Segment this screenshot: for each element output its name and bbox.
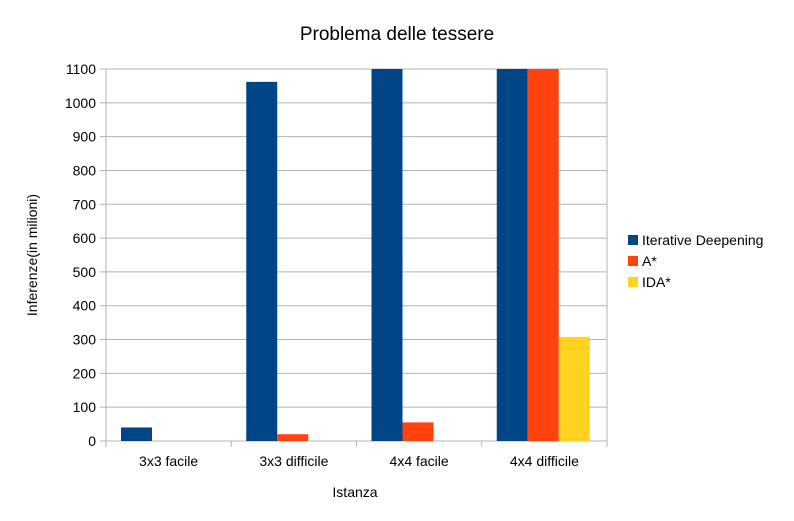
legend: Iterative Deepening A* IDA* <box>628 232 763 290</box>
bar <box>121 427 152 441</box>
axes <box>105 69 608 447</box>
legend-swatch <box>628 256 638 266</box>
legend-swatch <box>628 235 638 245</box>
bar <box>246 81 278 442</box>
y-tick-label: 600 <box>73 230 97 246</box>
y-tick-label: 300 <box>73 332 97 348</box>
legend-label: IDA* <box>642 274 671 290</box>
y-tick-label: 800 <box>73 162 97 178</box>
y-tick-label: 1000 <box>65 95 96 111</box>
y-tick-label: 900 <box>73 129 97 145</box>
y-axis-title: Inferenze(in milioni) <box>24 194 40 316</box>
legend-label: Iterative Deepening <box>642 232 763 248</box>
chart-title: Problema delle tessere <box>300 24 494 45</box>
bar <box>527 69 559 441</box>
x-tick-labels: 3x3 facile 3x3 difficile 4x4 facile 4x4 dif… <box>139 453 579 469</box>
bar <box>371 69 403 441</box>
y-tick-label: 400 <box>73 298 97 314</box>
y-tick-label: 200 <box>73 365 97 381</box>
bar <box>277 434 309 441</box>
legend-label: A* <box>642 253 657 269</box>
x-tick-label: 3x3 facile <box>139 453 198 469</box>
bars <box>121 69 590 442</box>
y-tick-label: 700 <box>73 196 97 212</box>
y-tick-label: 1100 <box>66 61 96 77</box>
bar <box>496 69 528 441</box>
y-tick-labels: 0 100 200 300 400 500 600 700 800 900 1000 1100 <box>65 61 96 449</box>
legend-swatch <box>628 277 638 287</box>
x-axis-title: Istanza <box>332 484 377 500</box>
bar <box>402 422 434 441</box>
x-tick-label: 4x4 difficile <box>510 453 579 469</box>
bar <box>558 336 590 441</box>
y-tick-label: 0 <box>88 433 96 449</box>
y-tick-label: 500 <box>73 264 97 280</box>
x-tick-label: 3x3 difficile <box>259 453 328 469</box>
x-tick-label: 4x4 facile <box>390 453 449 469</box>
y-tick-label: 100 <box>73 399 97 415</box>
